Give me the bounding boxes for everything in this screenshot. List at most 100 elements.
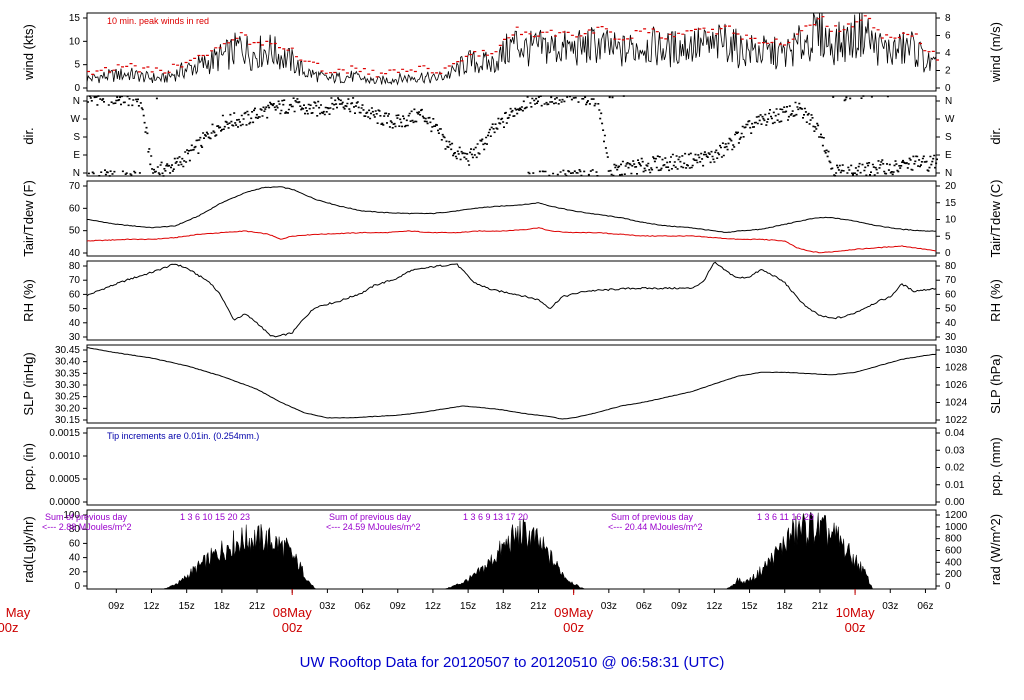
pcp-right-tick-label: 0.00 — [945, 497, 965, 508]
rh-right-tick-label: 60 — [945, 289, 957, 300]
slp-right-tick-label: 1026 — [945, 380, 968, 391]
dir-right-tick-label: S — [945, 132, 952, 143]
day-label-time: 00z — [282, 620, 303, 635]
rad-ylabel-left: rad(Lgly/hr) — [21, 516, 36, 582]
pcp-left-tick-label: 0.0005 — [49, 474, 80, 485]
wind-left-tick-label: 15 — [69, 13, 81, 24]
slp-right-tick-label: 1028 — [945, 363, 968, 374]
wind-right-tick-label: 0 — [945, 83, 951, 94]
rh-left-tick-label: 40 — [69, 318, 81, 329]
rh-right-tick-label: 30 — [945, 332, 957, 343]
slp-series-slp — [86, 347, 937, 420]
time-tick-label: 06z — [355, 601, 371, 612]
rad-left-tick-label: 60 — [69, 538, 81, 549]
rh-right-tick-label: 50 — [945, 304, 957, 315]
temp-left-tick-label: 70 — [69, 181, 81, 192]
rad-daily-note-title: Sum of previous day — [45, 512, 128, 522]
rad-right-tick-label: 0 — [945, 581, 951, 592]
slp-ylabel-right: SLP (hPa) — [988, 354, 1003, 414]
rh-left-tick-label: 80 — [69, 261, 81, 272]
temp-left-tick-label: 50 — [69, 226, 81, 237]
slp-panel-frame — [86, 344, 937, 424]
temp-right-tick-label: 5 — [945, 231, 951, 242]
dir-ylabel-left: dir. — [21, 127, 36, 144]
time-tick-label: 06z — [917, 601, 933, 612]
dir-panel-frame — [86, 95, 937, 177]
pcp-right-tick-label: 0.04 — [945, 428, 965, 439]
time-tick-label: 09z — [108, 601, 124, 612]
time-tick-label: 21z — [812, 601, 828, 612]
time-tick-label: 06z — [636, 601, 652, 612]
slp-left-tick-label: 30.20 — [55, 403, 80, 414]
rad-daily-hours: 1 3 6 9 13 17 20 — [463, 512, 528, 522]
rad-left-tick-label: 20 — [69, 567, 81, 578]
rad-daily-note-sum: <--- 24.59 MJoules/m^2 — [326, 522, 421, 532]
temp-left-tick-label: 60 — [69, 203, 81, 214]
rad-daily-note-sum: <--- 2.88 MJoules/m^2 — [42, 522, 132, 532]
wind-ylabel-right: wind (m/s) — [988, 22, 1003, 83]
temp-left-tick-label: 40 — [69, 248, 81, 259]
rh-series-rh — [86, 261, 937, 338]
wind-right-tick-label: 4 — [945, 48, 951, 59]
dir-series-dir — [87, 95, 938, 177]
rad-right-tick-label: 600 — [945, 546, 962, 557]
pcp-right-tick-label: 0.01 — [945, 480, 965, 491]
slp-right-tick-label: 1030 — [945, 345, 968, 356]
wind-right-tick-label: 6 — [945, 31, 951, 42]
temp-ylabel-left: Tair/Tdew (F) — [21, 180, 36, 257]
rad-daily-note-title: Sum of previous day — [611, 512, 694, 522]
rad-right-tick-label: 400 — [945, 557, 962, 568]
temp-right-tick-label: 0 — [945, 248, 951, 259]
rad-right-tick-label: 800 — [945, 534, 962, 545]
time-tick-label: 09z — [671, 601, 687, 612]
rh-right-tick-label: 80 — [945, 261, 957, 272]
rad-left-tick-label: 100 — [63, 510, 80, 521]
wind-left-tick-label: 5 — [74, 60, 80, 71]
slp-left-tick-label: 30.30 — [55, 380, 80, 391]
rad-left-tick-label: 80 — [69, 524, 81, 535]
time-tick-label: 18z — [777, 601, 793, 612]
rad-daily-note-title: Sum of previous day — [329, 512, 412, 522]
day-label-time: 00z — [845, 620, 866, 635]
rad-daily-hours: 1 3 6 10 15 20 23 — [180, 512, 250, 522]
dir-right-tick-label: N — [945, 96, 952, 107]
day-label-date: 10May — [836, 605, 876, 620]
rad-daily-hours: 1 3 6 11 16 20 — [757, 512, 814, 522]
rad-left-tick-label: 40 — [69, 553, 81, 564]
temp-ylabel-right: Tair/Tdew (C) — [988, 179, 1003, 257]
rh-left-tick-label: 60 — [69, 289, 81, 300]
pcp-right-tick-label: 0.02 — [945, 463, 965, 474]
temp-panel-frame — [86, 180, 937, 257]
rad-ylabel-right: rad (W/m^2) — [988, 514, 1003, 585]
time-tick-label: 21z — [249, 601, 265, 612]
pcp-left-tick-label: 0.0015 — [49, 428, 80, 439]
time-tick-label: 12z — [143, 601, 159, 612]
wind-left-tick-label: 0 — [74, 83, 80, 94]
pcp-ylabel-right: pcp. (mm) — [988, 437, 1003, 496]
temp-right-tick-label: 10 — [945, 215, 957, 226]
dir-right-tick-label: N — [945, 168, 952, 179]
dir-left-tick-label: W — [71, 114, 81, 125]
dir-right-tick-label: E — [945, 150, 952, 161]
dir-left-tick-label: S — [73, 132, 80, 143]
time-tick-label: 18z — [495, 601, 511, 612]
dir-left-tick-label: N — [73, 96, 80, 107]
rad-right-tick-label: 1000 — [945, 522, 968, 533]
pcp-right-tick-label: 0.03 — [945, 445, 965, 456]
rh-ylabel-right: RH (%) — [988, 279, 1003, 322]
time-tick-label: 15z — [460, 601, 476, 612]
dir-ylabel-right: dir. — [988, 127, 1003, 144]
rh-left-tick-label: 50 — [69, 304, 81, 315]
time-tick-label: 12z — [425, 601, 441, 612]
rad-left-tick-label: 0 — [74, 581, 80, 592]
pcp-ylabel-left: pcp. (in) — [21, 443, 36, 490]
pcp-note: Tip increments are 0.01in. (0.254mm.) — [107, 431, 259, 441]
slp-ylabel-left: SLP (inHg) — [21, 352, 36, 415]
time-tick-label: 03z — [319, 601, 335, 612]
pcp-left-tick-label: 0.0000 — [49, 497, 80, 508]
rh-left-tick-label: 70 — [69, 275, 81, 286]
slp-left-tick-label: 30.15 — [55, 415, 80, 426]
temp-series-air — [87, 186, 937, 233]
rad-right-tick-label: 200 — [945, 569, 962, 580]
